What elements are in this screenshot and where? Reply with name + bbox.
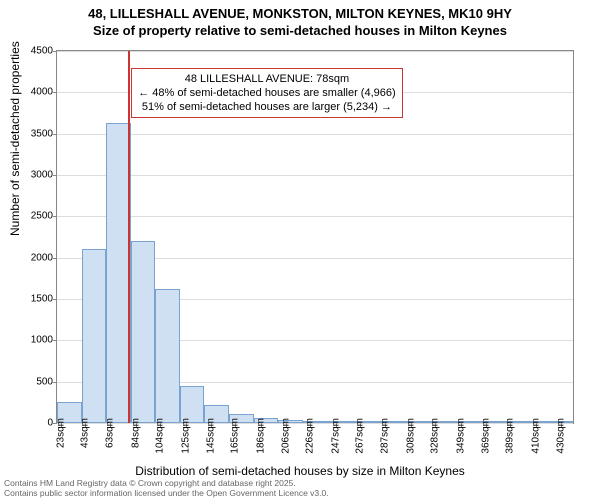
histogram-bar [155, 289, 180, 423]
gridline [57, 216, 573, 217]
xtick-label: 410sqm [531, 418, 542, 454]
gridline [57, 175, 573, 176]
x-axis-label: Distribution of semi-detached houses by … [0, 464, 600, 478]
ytick-mark [53, 340, 57, 341]
ytick-label: 4500 [17, 46, 53, 57]
xtick-label: 247sqm [330, 418, 341, 454]
ytick-mark [53, 134, 57, 135]
annotation-line1: 48 LILLESHALL AVENUE: 78sqm [138, 72, 395, 86]
chart-title-line1: 48, LILLESHALL AVENUE, MONKSTON, MILTON … [0, 6, 600, 23]
xtick-label: 287sqm [380, 418, 391, 454]
xtick-label: 23sqm [55, 418, 66, 448]
xtick-label: 165sqm [230, 418, 241, 454]
xtick-label: 328sqm [430, 418, 441, 454]
annotation-line2: ← 48% of semi-detached houses are smalle… [138, 86, 395, 100]
xtick-label: 84sqm [130, 418, 141, 448]
gridline [57, 51, 573, 52]
ytick-label: 2000 [17, 252, 53, 263]
footer-attribution: Contains HM Land Registry data © Crown c… [4, 478, 329, 498]
histogram-bar [82, 249, 107, 423]
xtick-label: 349sqm [456, 418, 467, 454]
xtick-label: 267sqm [355, 418, 366, 454]
ytick-label: 500 [17, 376, 53, 387]
xtick-label: 308sqm [405, 418, 416, 454]
ytick-mark [53, 382, 57, 383]
ytick-label: 0 [17, 418, 53, 429]
xtick-label: 104sqm [155, 418, 166, 454]
ytick-mark [53, 299, 57, 300]
xtick-label: 226sqm [305, 418, 316, 454]
gridline [57, 134, 573, 135]
xtick-label: 369sqm [480, 418, 491, 454]
xtick-label: 389sqm [505, 418, 516, 454]
footer-line2: Contains public sector information licen… [4, 488, 329, 498]
chart-title-line2: Size of property relative to semi-detach… [0, 23, 600, 40]
xtick-label: 145sqm [205, 418, 216, 454]
xtick-label: 125sqm [181, 418, 192, 454]
annotation-line3: 51% of semi-detached houses are larger (… [138, 100, 395, 114]
ytick-mark [53, 258, 57, 259]
xtick-label: 43sqm [80, 418, 91, 448]
annotation-box: 48 LILLESHALL AVENUE: 78sqm← 48% of semi… [131, 68, 402, 119]
ytick-label: 3000 [17, 170, 53, 181]
footer-line1: Contains HM Land Registry data © Crown c… [4, 478, 329, 488]
ytick-label: 2500 [17, 211, 53, 222]
xtick-label: 63sqm [104, 418, 115, 448]
ytick-mark [53, 216, 57, 217]
xtick-label: 186sqm [255, 418, 266, 454]
chart-plot-area: 05001000150020002500300035004000450023sq… [56, 50, 574, 424]
ytick-mark [53, 92, 57, 93]
property-marker-line [128, 51, 130, 423]
ytick-mark [53, 175, 57, 176]
ytick-mark [53, 51, 57, 52]
ytick-label: 1000 [17, 335, 53, 346]
histogram-bar [106, 123, 131, 423]
xtick-label: 430sqm [555, 418, 566, 454]
ytick-label: 3500 [17, 128, 53, 139]
ytick-label: 1500 [17, 294, 53, 305]
histogram-bar [131, 241, 156, 423]
xtick-label: 206sqm [280, 418, 291, 454]
ytick-label: 4000 [17, 87, 53, 98]
